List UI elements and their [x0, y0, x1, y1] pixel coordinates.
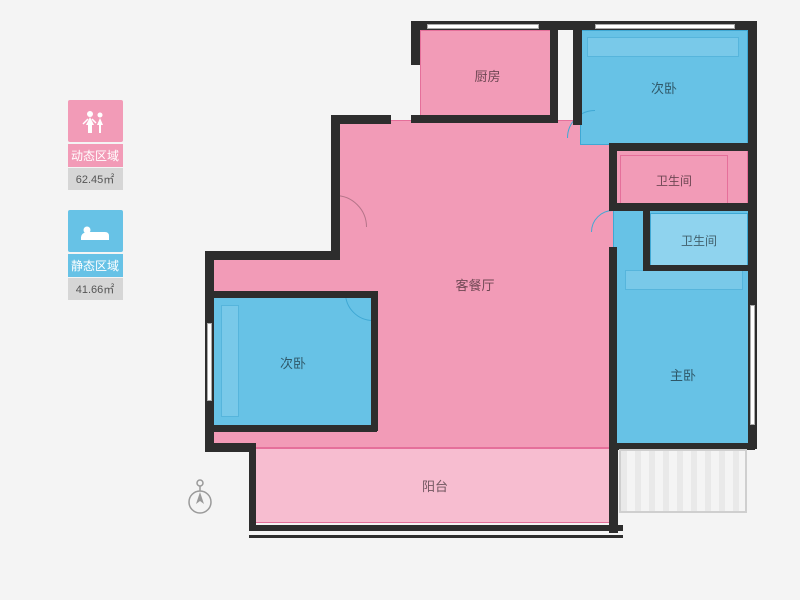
label-living: 客餐厅 [455, 275, 494, 294]
legend-dynamic: 动态区域 62.45㎡ [60, 100, 130, 190]
wall [609, 143, 754, 151]
wall [209, 425, 377, 432]
wall [371, 291, 378, 431]
furniture-hint [587, 37, 739, 57]
room-kitchen: 厨房 [420, 30, 555, 120]
wall [609, 443, 618, 533]
room-bath1: 卫生间 [620, 155, 728, 205]
wall [331, 115, 340, 257]
legend-dynamic-label: 动态区域 [68, 144, 123, 167]
window [207, 323, 212, 401]
label-bedroom2-left: 次卧 [280, 353, 306, 372]
label-bedroom2-top: 次卧 [651, 78, 677, 97]
furniture-hint [221, 305, 239, 417]
wall [249, 535, 623, 538]
wall [331, 115, 391, 124]
wall [609, 247, 617, 447]
wall [411, 21, 420, 65]
sleep-icon [68, 210, 123, 252]
legend-static-label: 静态区域 [68, 254, 123, 277]
wall [609, 203, 754, 211]
wall [249, 525, 623, 531]
label-kitchen: 厨房 [474, 66, 500, 85]
legend-static: 静态区域 41.66㎡ [60, 210, 130, 300]
wall [205, 443, 255, 452]
wall [609, 143, 617, 207]
label-master: 主卧 [670, 365, 696, 384]
window [595, 24, 735, 29]
wall [573, 21, 582, 125]
people-icon-svg [80, 109, 110, 133]
rail [619, 449, 747, 513]
wall [411, 115, 557, 123]
window [427, 24, 539, 29]
wall [550, 27, 558, 123]
wall [643, 207, 650, 269]
room-bath2: 卫生间 [650, 213, 748, 268]
wall [249, 443, 256, 531]
wall [205, 251, 340, 260]
floor-plan: 厨房 卫生间 客餐厅 阳台 次卧 主卧 卫生间 次卧 [195, 15, 760, 575]
label-balcony: 阳台 [422, 476, 448, 495]
legend-dynamic-value: 62.45㎡ [68, 168, 123, 190]
legend-panel: 动态区域 62.45㎡ 静态区域 41.66㎡ [60, 100, 130, 320]
legend-static-value: 41.66㎡ [68, 278, 123, 300]
label-bath2: 卫生间 [681, 232, 717, 249]
window [750, 305, 755, 425]
label-bath1: 卫生间 [656, 172, 692, 189]
room-balcony: 阳台 [255, 448, 615, 523]
people-icon [68, 100, 123, 142]
sleep-icon-svg [79, 220, 111, 242]
wall [209, 291, 377, 298]
wall [643, 265, 753, 271]
furniture-hint [625, 270, 743, 290]
